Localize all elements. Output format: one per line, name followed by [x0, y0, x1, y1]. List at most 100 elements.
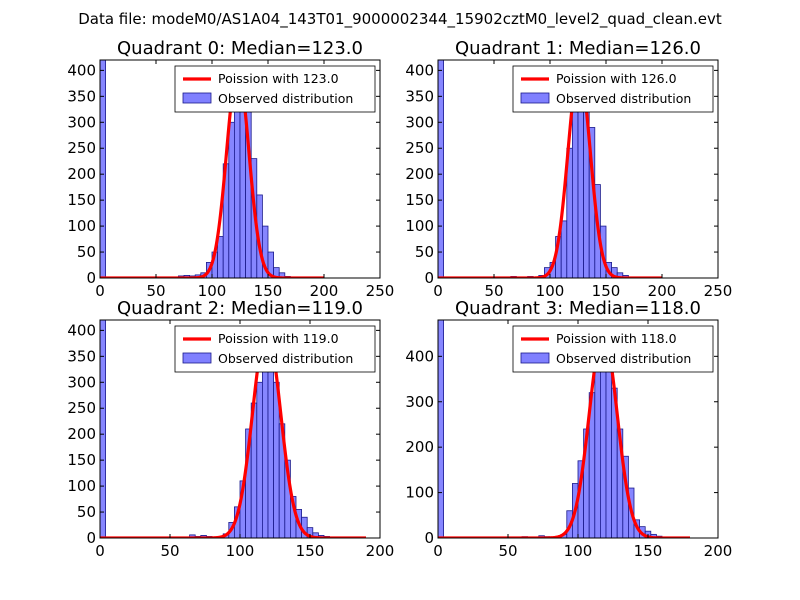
y-tick-label: 350	[405, 87, 434, 105]
histogram-bar	[217, 236, 224, 278]
legend-box	[174, 325, 376, 373]
histogram-bar	[256, 381, 263, 538]
legend-curve-label: Poission with 126.0	[556, 71, 677, 86]
x-tick-label: 100	[226, 542, 255, 560]
x-tick-label: 0	[95, 542, 105, 560]
x-tick-label: 50	[146, 282, 165, 300]
histogram-bar	[577, 90, 584, 278]
x-tick-label: 200	[704, 542, 733, 560]
y-tick-label: 300	[67, 113, 96, 131]
histogram-bar	[100, 320, 106, 538]
legend: Poission with 123.0 Observed distribution	[174, 65, 376, 113]
x-tick-label: 250	[366, 282, 395, 300]
y-tick-label: 100	[67, 217, 96, 235]
legend-box	[174, 65, 376, 113]
histogram-bar	[605, 355, 612, 538]
legend-curve-label: Poission with 123.0	[218, 71, 339, 86]
legend-bars-label: Observed distribution	[218, 351, 353, 366]
legend-curve-label: Poission with 119.0	[218, 331, 339, 346]
plot-area	[100, 60, 326, 278]
y-tick-label: 100	[405, 484, 434, 502]
y-tick-label: 400	[405, 347, 434, 365]
legend-bar-swatch	[520, 352, 550, 364]
y-tick-label: 400	[405, 61, 434, 79]
x-tick-label: 200	[366, 542, 395, 560]
y-tick-label: 200	[67, 165, 96, 183]
y-tick-label: 250	[67, 139, 96, 157]
subplot-grid: Quadrant 0: Median=123.0 0 50 100 150 200 250 0…	[67, 38, 732, 560]
y-tick-label: 300	[405, 113, 434, 131]
y-tick-label: 150	[67, 451, 96, 469]
y-tick-label: 300	[405, 393, 434, 411]
y-tick-label: 350	[67, 87, 96, 105]
y-tick-label: 200	[405, 438, 434, 456]
histogram-bar	[267, 366, 274, 538]
legend-bar-swatch	[520, 92, 550, 104]
legend-bar-swatch	[182, 352, 212, 364]
axes-frame	[437, 59, 719, 279]
subplot-title: Quadrant 0: Median=123.0	[117, 38, 363, 59]
y-tick-label: 0	[424, 529, 434, 547]
y-tick-label: 100	[405, 217, 434, 235]
y-tick-label: 400	[67, 61, 96, 79]
y-tick-label: 400	[67, 321, 96, 339]
x-tick-label: 0	[95, 282, 105, 300]
legend: Poission with 126.0 Observed distribution	[512, 65, 714, 113]
subplot-quadrant-2: Quadrant 2: Median=119.0 0 50 100 150 200 0 50 1…	[67, 298, 394, 560]
histogram-bar	[239, 111, 246, 278]
y-tick-label: 150	[405, 191, 434, 209]
x-tick-label: 0	[433, 542, 443, 560]
y-tick-label: 50	[415, 243, 434, 261]
x-tick-label: 100	[536, 282, 565, 300]
subplot-title: Quadrant 1: Median=126.0	[455, 38, 701, 59]
legend-bars-label: Observed distribution	[556, 91, 691, 106]
x-tick-label: 200	[648, 282, 677, 300]
y-tick-label: 0	[424, 269, 434, 287]
histogram-bar	[438, 60, 444, 278]
figure-suptitle: Data file: modeM0/AS1A04_143T01_90000023…	[78, 10, 722, 29]
y-tick-label: 150	[67, 191, 96, 209]
legend-box	[512, 325, 714, 373]
y-tick-label: 0	[86, 269, 96, 287]
histogram-bar	[267, 251, 274, 278]
x-tick-label: 150	[296, 542, 325, 560]
x-tick-label: 100	[564, 542, 593, 560]
x-tick-label: 50	[160, 542, 179, 560]
x-tick-label: 200	[310, 282, 339, 300]
histogram-bar	[100, 60, 106, 278]
histogram-bar	[233, 106, 241, 278]
histogram-bar	[438, 320, 444, 538]
subplot-title: Quadrant 2: Median=119.0	[117, 298, 363, 319]
x-tick-label: 150	[592, 282, 621, 300]
x-tick-label: 0	[433, 282, 443, 300]
y-tick-label: 200	[67, 425, 96, 443]
x-tick-label: 250	[704, 282, 733, 300]
histogram-bar	[560, 220, 568, 278]
y-tick-label: 250	[405, 139, 434, 157]
histogram-bar	[228, 121, 235, 278]
histogram-bar	[572, 111, 579, 278]
legend-bar-swatch	[182, 92, 212, 104]
legend: Poission with 118.0 Observed distribution	[512, 325, 714, 373]
y-tick-label: 300	[67, 373, 96, 391]
histogram-bar	[261, 350, 269, 538]
x-tick-label: 150	[254, 282, 283, 300]
subplot-title: Quadrant 3: Median=118.0	[455, 298, 701, 319]
y-tick-label: 50	[77, 503, 96, 521]
y-tick-label: 100	[67, 477, 96, 495]
x-tick-label: 50	[498, 542, 517, 560]
y-tick-label: 350	[67, 347, 96, 365]
legend-box	[512, 65, 714, 113]
y-tick-label: 0	[86, 529, 96, 547]
legend-curve-label: Poission with 118.0	[556, 331, 677, 346]
x-tick-label: 50	[484, 282, 503, 300]
y-tick-label: 50	[77, 243, 96, 261]
axes-frame	[99, 59, 381, 279]
y-tick-label: 200	[405, 165, 434, 183]
x-tick-label: 100	[198, 282, 227, 300]
legend: Poission with 119.0 Observed distribution	[174, 325, 376, 373]
subplot-quadrant-0: Quadrant 0: Median=123.0 0 50 100 150 200 250 0…	[67, 38, 394, 300]
legend-bars-label: Observed distribution	[218, 91, 353, 106]
x-tick-label: 150	[634, 542, 663, 560]
